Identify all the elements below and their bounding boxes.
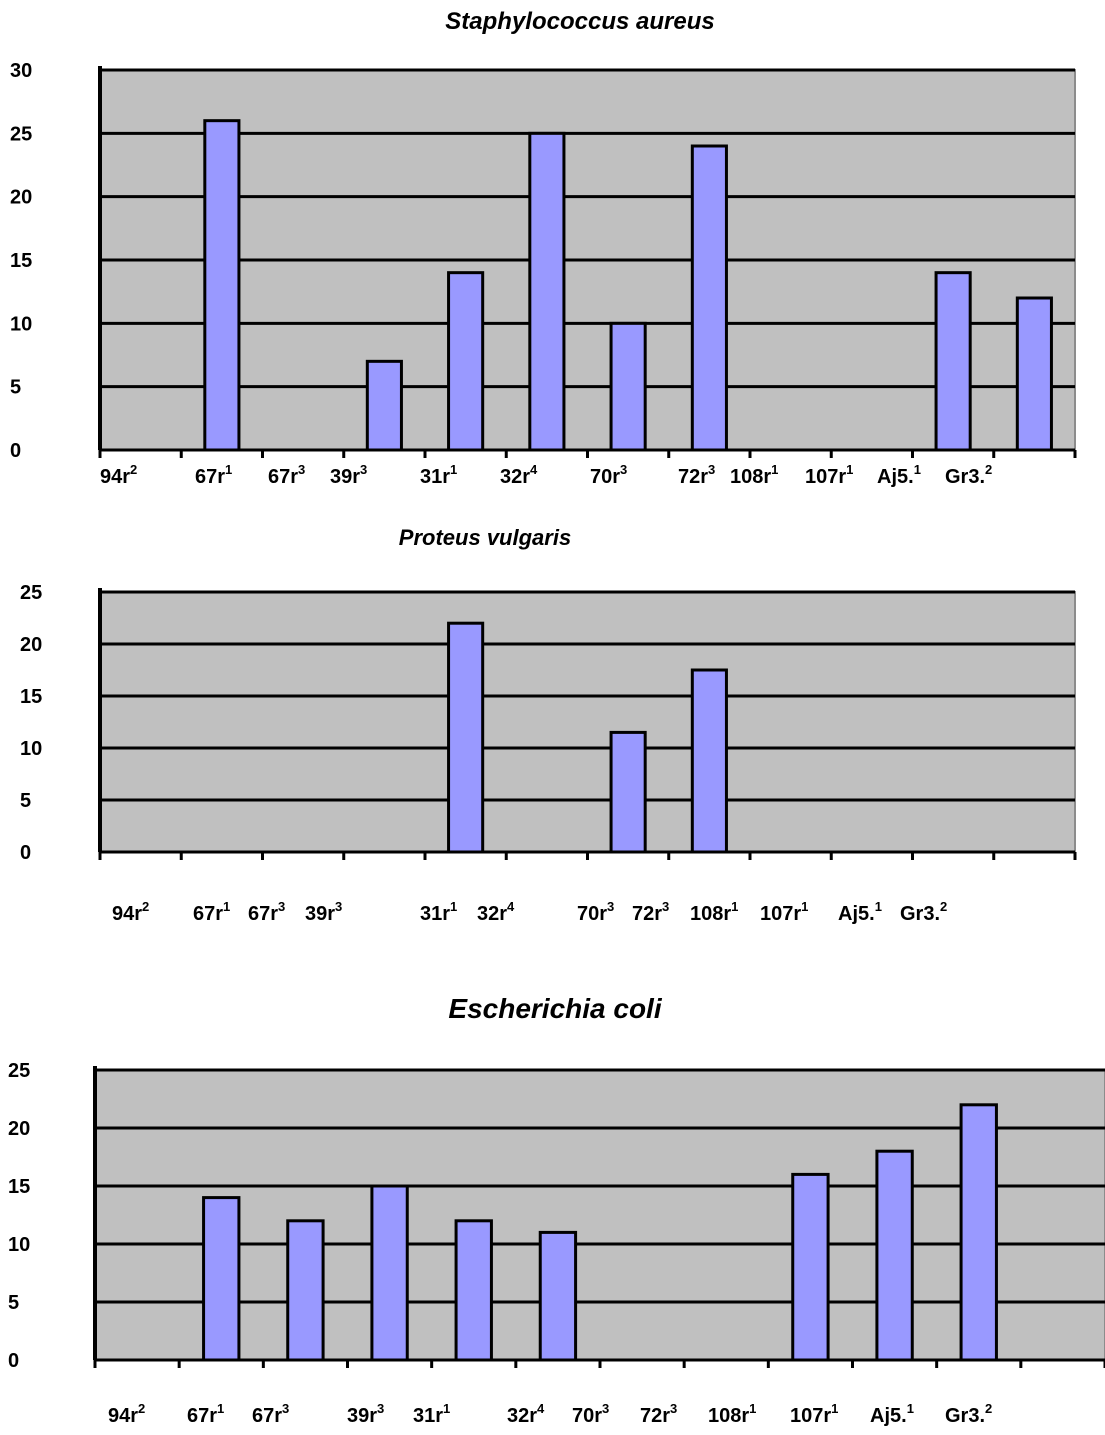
bar-31r1 <box>447 621 485 854</box>
x-tick-label: Aj5.1 <box>877 462 921 488</box>
y-tick-label: 10 <box>8 1234 30 1256</box>
x-tick-label: 72r3 <box>640 1401 677 1427</box>
bar-39r3 <box>370 1184 409 1362</box>
bar-108r1 <box>791 1172 830 1362</box>
x-tick-label: Gr3.2 <box>945 1401 992 1427</box>
plot-area <box>94 1069 1105 1361</box>
y-tick-label: 25 <box>8 1060 30 1082</box>
x-tick-label: 31r1 <box>420 899 457 925</box>
x-tick-label: 108r1 <box>730 462 778 488</box>
x-tick-label: 94r2 <box>100 462 137 488</box>
y-tick-label: 30 <box>10 60 32 82</box>
y-tick-label: 15 <box>10 250 32 272</box>
x-tick-label: 108r1 <box>708 1401 756 1427</box>
x-tick-label: 70r3 <box>577 899 614 925</box>
x-tick-label: 39r3 <box>330 462 367 488</box>
chart-escherichia: 0 5 10 15 20 25 94r2 67r1 67r3 39r3 31r1 32r4 70r3 72… <box>8 1060 1105 1427</box>
x-tick-label: 32r4 <box>507 1401 545 1427</box>
x-tick-label: 31r1 <box>420 462 457 488</box>
x-tick-label: Gr3.2 <box>900 899 947 925</box>
bar-67r1 <box>203 119 241 452</box>
x-tick-label: 107r1 <box>760 899 808 925</box>
x-tick-label: 107r1 <box>790 1401 838 1427</box>
chart-staphylococcus: 0 5 10 15 20 25 30 94r2 67r1 67r3 39r3 31r1 32r4 70r3… <box>10 60 1077 488</box>
x-tick-label: 67r3 <box>252 1401 289 1427</box>
x-tick-label: 108r1 <box>690 899 738 925</box>
bar-70r3 <box>609 321 647 452</box>
x-tick-label: Aj5.1 <box>870 1401 914 1427</box>
x-tick-label: 32r4 <box>500 462 538 488</box>
y-tick-label: 20 <box>20 634 42 656</box>
chart-title-proteus: Proteus vulgaris <box>398 525 572 550</box>
x-tick-label: 31r1 <box>413 1401 450 1427</box>
y-tick-label: 5 <box>20 790 31 812</box>
y-tick-label: 10 <box>20 738 42 760</box>
bar-Gr32 <box>1015 296 1053 452</box>
x-tick-label: 39r3 <box>347 1401 384 1427</box>
bar-31r1 <box>447 271 485 452</box>
bar-67r3 <box>286 1219 325 1362</box>
x-tick-label: 70r3 <box>590 462 627 488</box>
bar-32r4 <box>538 1230 578 1362</box>
x-tick-label: 94r2 <box>112 899 149 925</box>
x-tick-label: 67r1 <box>195 462 232 488</box>
bar-67r1 <box>202 1196 241 1362</box>
y-tick-label: 0 <box>8 1350 19 1372</box>
x-tick-label: 72r3 <box>632 899 669 925</box>
y-tick-label: 5 <box>8 1292 19 1314</box>
bar-72r3 <box>690 668 728 854</box>
bar-107r1 <box>875 1149 914 1362</box>
x-tick-label: 67r1 <box>193 899 230 925</box>
y-tick-label: 20 <box>8 1118 30 1140</box>
bar-70r3 <box>609 730 647 854</box>
bar-Aj51 <box>934 271 972 452</box>
x-tick-label: 94r2 <box>108 1401 145 1427</box>
x-tick-label: 39r3 <box>305 899 342 925</box>
bar-Aj51 <box>959 1103 998 1362</box>
bar-72r3 <box>690 144 728 452</box>
plot-area <box>99 591 1076 853</box>
x-tick-label: Gr3.2 <box>945 462 992 488</box>
bar-39r3 <box>365 359 403 452</box>
y-tick-label: 0 <box>20 842 31 864</box>
x-tick-label: 32r4 <box>477 899 515 925</box>
x-tick-label: 70r3 <box>572 1401 609 1427</box>
x-tick-label: Aj5.1 <box>838 899 882 925</box>
bar-32r4 <box>528 131 566 452</box>
chart-title-escherichia: Escherichia coli <box>448 993 662 1024</box>
x-tick-label: 107r1 <box>805 462 853 488</box>
y-tick-label: 10 <box>10 313 32 335</box>
x-tick-label: 72r3 <box>678 462 715 488</box>
x-tick-label: 67r3 <box>268 462 305 488</box>
y-tick-label: 15 <box>8 1176 30 1198</box>
x-tick-label: 67r3 <box>248 899 285 925</box>
chart-title-staphylococcus: Staphylococcus aureus <box>445 8 715 35</box>
y-tick-label: 25 <box>20 582 42 604</box>
y-tick-label: 0 <box>10 440 21 462</box>
y-tick-label: 25 <box>10 123 32 145</box>
y-tick-label: 15 <box>20 686 42 708</box>
chart-proteus: 0 5 10 15 20 25 94r2 67r1 67r3 39r3 31r1 32r4 70r3 72… <box>20 582 1077 925</box>
bar-31r1 <box>454 1219 493 1362</box>
y-tick-label: 5 <box>10 377 21 399</box>
x-tick-label: 67r1 <box>187 1401 224 1427</box>
y-tick-label: 20 <box>10 187 32 209</box>
